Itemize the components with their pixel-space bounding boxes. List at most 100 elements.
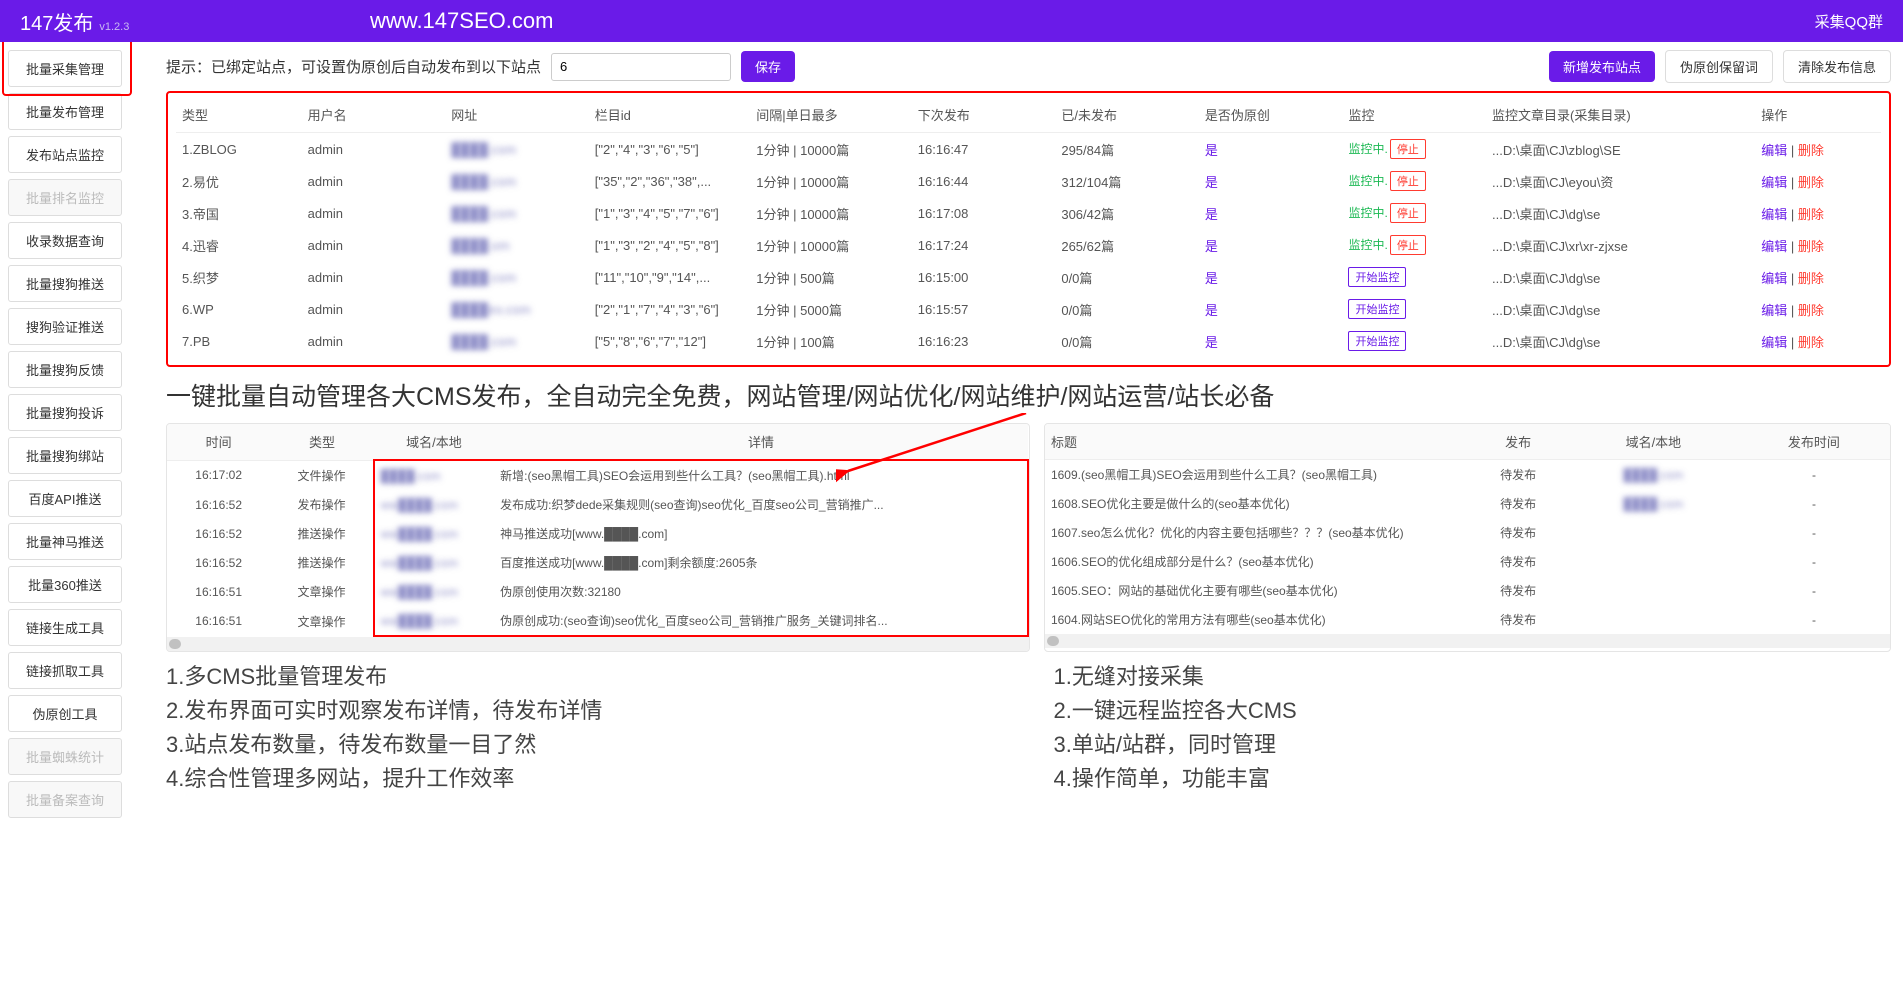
delete-link[interactable]: 删除 — [1798, 303, 1824, 318]
cell-domain — [1569, 576, 1738, 605]
sidebar-item-14[interactable]: 链接抓取工具 — [8, 652, 122, 689]
log-row: 16:17:02文件操作████.com新增:(seo黑帽工具)SEO会运用到些… — [167, 460, 1028, 490]
cell-next: 16:17:24 — [912, 229, 1056, 261]
delete-link[interactable]: 删除 — [1798, 175, 1824, 190]
col-header: 域名/本地 — [1569, 424, 1738, 460]
cell-title: 1604.网站SEO优化的常用方法有哪些(seo基本优化) — [1045, 605, 1468, 634]
edit-link[interactable]: 编辑 — [1761, 335, 1787, 350]
cell-detail: 神马推送成功[www.████.com] — [494, 519, 1028, 548]
sidebar-item-16: 批量蜘蛛统计 — [8, 738, 122, 775]
delete-link[interactable]: 删除 — [1798, 207, 1824, 222]
sidebar-item-6[interactable]: 搜狗验证推送 — [8, 308, 122, 345]
edit-link[interactable]: 编辑 — [1761, 207, 1787, 222]
edit-link[interactable]: 编辑 — [1761, 239, 1787, 254]
sidebar-item-7[interactable]: 批量搜狗反馈 — [8, 351, 122, 388]
add-site-button[interactable]: 新增发布站点 — [1549, 51, 1655, 82]
cell-title: 1605.SEO：网站的基础优化主要有哪些(seo基本优化) — [1045, 576, 1468, 605]
delete-link[interactable]: 删除 — [1798, 239, 1824, 254]
top-toolbar: 提示：已绑定站点，可设置伪原创后自动发布到以下站点 保存 新增发布站点 伪原创保… — [166, 50, 1891, 83]
scrollbar[interactable] — [167, 637, 1029, 651]
cell-url: ████.com — [445, 197, 589, 229]
delete-link[interactable]: 删除 — [1798, 271, 1824, 286]
log-row: 1604.网站SEO优化的常用方法有哪些(seo基本优化)待发布- — [1045, 605, 1890, 634]
cell-ops: 编辑 | 删除 — [1755, 229, 1881, 261]
scrollbar[interactable] — [1045, 634, 1890, 648]
table-row: 4.迅睿admin████.om["1","3","2","4","5","8"… — [176, 229, 1881, 261]
cell-title: 1606.SEO的优化组成部分是什么？(seo基本优化) — [1045, 547, 1468, 576]
cell-col: ["2","4","3","6","5"] — [589, 133, 751, 166]
cell-user: admin — [302, 229, 446, 261]
delete-link[interactable]: 删除 — [1798, 335, 1824, 350]
monitor-stop-button[interactable]: 停止 — [1390, 235, 1426, 255]
cell-col: ["11","10","9","14",... — [589, 261, 751, 293]
sidebar-item-1[interactable]: 批量发布管理 — [8, 93, 122, 130]
cell-kind: 发布操作 — [270, 490, 373, 519]
cell-detail: 百度推送成功[www.████.com]剩余额度:2605条 — [494, 548, 1028, 577]
app-title: 147发布 v1.2.3 — [20, 7, 129, 36]
cell-col: ["5","8","6","7","12"] — [589, 325, 751, 357]
monitor-stop-button[interactable]: 停止 — [1390, 139, 1426, 159]
edit-link[interactable]: 编辑 — [1761, 143, 1787, 158]
cell-col: ["2","1","7","4","3","6"] — [589, 293, 751, 325]
qq-group-link[interactable]: 采集QQ群 — [1815, 11, 1883, 32]
monitor-stop-button[interactable]: 停止 — [1390, 203, 1426, 223]
col-header: 详情 — [494, 424, 1028, 460]
monitor-start-button[interactable]: 开始监控 — [1348, 299, 1406, 319]
sidebar-item-13[interactable]: 链接生成工具 — [8, 609, 122, 646]
cell-url: ████.com — [445, 133, 589, 166]
col-header: 时间 — [167, 424, 270, 460]
cell-pseudo: 是 — [1199, 197, 1343, 229]
edit-link[interactable]: 编辑 — [1761, 271, 1787, 286]
col-header: 类型 — [270, 424, 373, 460]
cell-monitor: 开始监控 — [1342, 261, 1486, 293]
cell-ops: 编辑 | 删除 — [1755, 197, 1881, 229]
token-input[interactable] — [551, 53, 731, 81]
sidebar-item-11[interactable]: 批量神马推送 — [8, 523, 122, 560]
cell-title: 1609.(seo黑帽工具)SEO会运用到些什么工具？(seo黑帽工具) — [1045, 460, 1468, 490]
cell-domain: ww████.com — [374, 490, 495, 519]
edit-link[interactable]: 编辑 — [1761, 175, 1787, 190]
clear-info-button[interactable]: 清除发布信息 — [1783, 50, 1891, 83]
col-header: 是否伪原创 — [1199, 97, 1343, 133]
monitor-start-button[interactable]: 开始监控 — [1348, 331, 1406, 351]
sidebar-item-10[interactable]: 百度API推送 — [8, 480, 122, 517]
cell-time: 16:16:52 — [167, 519, 270, 548]
cell-pub: 265/62篇 — [1055, 229, 1199, 261]
sidebar-item-0[interactable]: 批量采集管理 — [8, 50, 122, 87]
cell-kind: 推送操作 — [270, 548, 373, 577]
edit-link[interactable]: 编辑 — [1761, 303, 1787, 318]
cell-detail: 新增:(seo黑帽工具)SEO会运用到些什么工具？(seo黑帽工具).html — [494, 460, 1028, 490]
cell-interval: 1分钟 | 500篇 — [750, 261, 912, 293]
cell-pseudo: 是 — [1199, 325, 1343, 357]
sidebar-item-9[interactable]: 批量搜狗绑站 — [8, 437, 122, 474]
cell-type: 6.WP — [176, 293, 302, 325]
cell-time: 16:16:51 — [167, 606, 270, 636]
monitor-stop-button[interactable]: 停止 — [1390, 171, 1426, 191]
sidebar-item-15[interactable]: 伪原创工具 — [8, 695, 122, 732]
app-version: v1.2.3 — [99, 21, 129, 33]
cell-interval: 1分钟 | 10000篇 — [750, 197, 912, 229]
cell-interval: 1分钟 | 5000篇 — [750, 293, 912, 325]
cell-domain: ████.com — [374, 460, 495, 490]
log-row: 16:16:52发布操作ww████.com发布成功:织梦dede采集规则(se… — [167, 490, 1028, 519]
cell-dir: ...D:\桌面\CJ\eyou\资 — [1486, 165, 1755, 197]
cell-time: 16:16:52 — [167, 490, 270, 519]
monitor-start-button[interactable]: 开始监控 — [1348, 267, 1406, 287]
cell-title: 1607.seo怎么优化？优化的内容主要包括哪些？？？(seo基本优化) — [1045, 518, 1468, 547]
delete-link[interactable]: 删除 — [1798, 143, 1824, 158]
cell-pub: 295/84篇 — [1055, 133, 1199, 166]
sidebar-item-4[interactable]: 收录数据查询 — [8, 222, 122, 259]
keep-words-button[interactable]: 伪原创保留词 — [1665, 50, 1773, 83]
sidebar-item-8[interactable]: 批量搜狗投诉 — [8, 394, 122, 431]
sites-panel: 类型用户名网址栏目id间隔|单日最多下次发布已/未发布是否伪原创监控监控文章目录… — [166, 91, 1891, 367]
sidebar-item-2[interactable]: 发布站点监控 — [8, 136, 122, 173]
cell-domain — [1569, 605, 1738, 634]
cell-user: admin — [302, 261, 446, 293]
log-row: 16:16:52推送操作ww████.com百度推送成功[www.████.co… — [167, 548, 1028, 577]
sites-table: 类型用户名网址栏目id间隔|单日最多下次发布已/未发布是否伪原创监控监控文章目录… — [176, 97, 1881, 357]
save-button[interactable]: 保存 — [741, 51, 795, 82]
cell-user: admin — [302, 325, 446, 357]
sidebar-item-5[interactable]: 批量搜狗推送 — [8, 265, 122, 302]
sidebar-item-12[interactable]: 批量360推送 — [8, 566, 122, 603]
cell-pub: 待发布 — [1467, 460, 1568, 490]
